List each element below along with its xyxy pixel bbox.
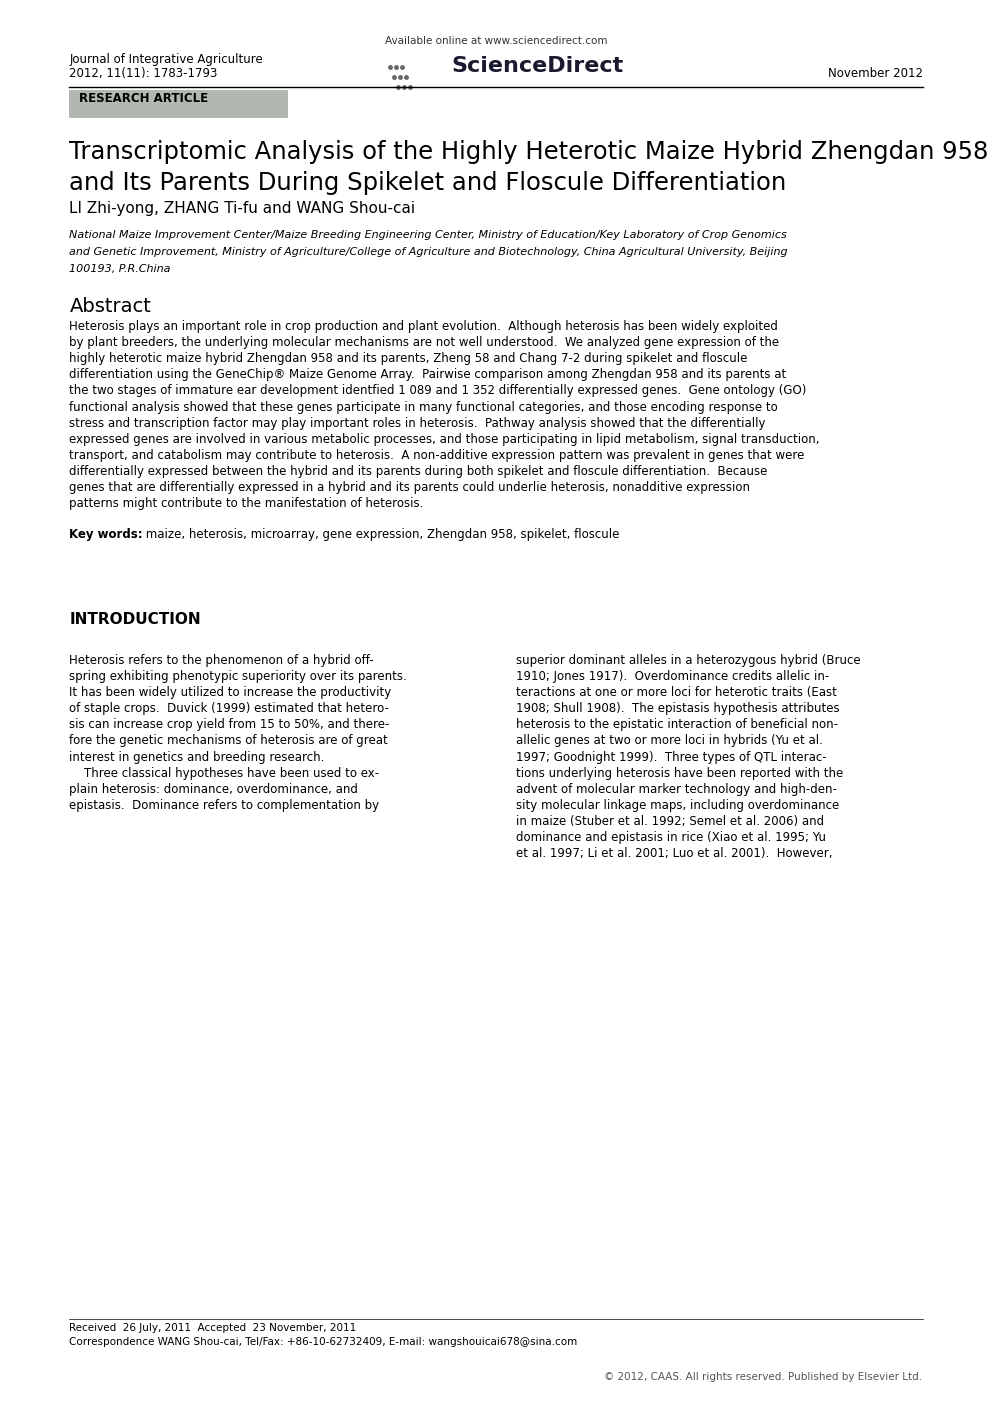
- Text: highly heterotic maize hybrid Zhengdan 958 and its parents, Zheng 58 and Chang 7: highly heterotic maize hybrid Zhengdan 9…: [69, 352, 748, 365]
- Text: patterns might contribute to the manifestation of heterosis.: patterns might contribute to the manifes…: [69, 498, 424, 511]
- Text: functional analysis showed that these genes participate in many functional categ: functional analysis showed that these ge…: [69, 400, 778, 414]
- Text: 100193, P.R.China: 100193, P.R.China: [69, 264, 171, 274]
- Text: 1908; Shull 1908).  The epistasis hypothesis attributes: 1908; Shull 1908). The epistasis hypothe…: [516, 702, 839, 716]
- Text: spring exhibiting phenotypic superiority over its parents.: spring exhibiting phenotypic superiority…: [69, 669, 407, 683]
- Text: RESEARCH ARTICLE: RESEARCH ARTICLE: [79, 91, 208, 105]
- Text: ScienceDirect: ScienceDirect: [451, 56, 624, 76]
- Text: Heterosis plays an important role in crop production and plant evolution.  Altho: Heterosis plays an important role in cro…: [69, 320, 779, 333]
- Text: tions underlying heterosis have been reported with the: tions underlying heterosis have been rep…: [516, 766, 843, 780]
- Text: Correspondence WANG Shou-cai, Tel/Fax: +86-10-62732409, E-mail: wangshouicai678@: Correspondence WANG Shou-cai, Tel/Fax: +…: [69, 1337, 577, 1347]
- Text: heterosis to the epistatic interaction of beneficial non-: heterosis to the epistatic interaction o…: [516, 718, 838, 731]
- Text: Transcriptomic Analysis of the Highly Heterotic Maize Hybrid Zhengdan 958: Transcriptomic Analysis of the Highly He…: [69, 140, 989, 164]
- Text: 2012, 11(11): 1783-1793: 2012, 11(11): 1783-1793: [69, 67, 218, 80]
- Text: transport, and catabolism may contribute to heterosis.  A non-additive expressio: transport, and catabolism may contribute…: [69, 449, 805, 462]
- Text: allelic genes at two or more loci in hybrids (Yu et al.: allelic genes at two or more loci in hyb…: [516, 734, 822, 748]
- Text: plain heterosis: dominance, overdominance, and: plain heterosis: dominance, overdominanc…: [69, 783, 358, 796]
- Text: It has been widely utilized to increase the productivity: It has been widely utilized to increase …: [69, 686, 392, 699]
- Text: Three classical hypotheses have been used to ex-: Three classical hypotheses have been use…: [69, 766, 380, 780]
- Text: and Genetic Improvement, Ministry of Agriculture/College of Agriculture and Biot: and Genetic Improvement, Ministry of Agr…: [69, 247, 788, 257]
- Text: differentiation using the GeneChip® Maize Genome Array.  Pairwise comparison amo: differentiation using the GeneChip® Maiz…: [69, 368, 787, 382]
- Text: and Its Parents During Spikelet and Floscule Differentiation: and Its Parents During Spikelet and Flos…: [69, 171, 787, 195]
- Text: Journal of Integrative Agriculture: Journal of Integrative Agriculture: [69, 53, 263, 66]
- Text: expressed genes are involved in various metabolic processes, and those participa: expressed genes are involved in various …: [69, 432, 820, 446]
- Text: Key words:: Key words:: [69, 528, 143, 540]
- Text: differentially expressed between the hybrid and its parents during both spikelet: differentially expressed between the hyb…: [69, 466, 768, 478]
- Text: maize, heterosis, microarray, gene expression, Zhengdan 958, spikelet, floscule: maize, heterosis, microarray, gene expre…: [142, 528, 619, 540]
- Text: the two stages of immature ear development identfied 1 089 and 1 352 differentia: the two stages of immature ear developme…: [69, 384, 806, 397]
- Text: advent of molecular marker technology and high-den-: advent of molecular marker technology an…: [516, 783, 836, 796]
- Text: Received  26 July, 2011  Accepted  23 November, 2011: Received 26 July, 2011 Accepted 23 Novem…: [69, 1323, 357, 1333]
- Text: genes that are differentially expressed in a hybrid and its parents could underl: genes that are differentially expressed …: [69, 481, 750, 494]
- Text: fore the genetic mechanisms of heterosis are of great: fore the genetic mechanisms of heterosis…: [69, 734, 388, 748]
- Text: superior dominant alleles in a heterozygous hybrid (Bruce: superior dominant alleles in a heterozyg…: [516, 654, 860, 666]
- Text: of staple crops.  Duvick (1999) estimated that hetero-: of staple crops. Duvick (1999) estimated…: [69, 702, 389, 716]
- Text: by plant breeders, the underlying molecular mechanisms are not well understood. : by plant breeders, the underlying molecu…: [69, 335, 780, 349]
- FancyBboxPatch shape: [69, 90, 288, 118]
- Text: Heterosis refers to the phenomenon of a hybrid off-: Heterosis refers to the phenomenon of a …: [69, 654, 374, 666]
- Text: in maize (Stuber et al. 1992; Semel et al. 2006) and: in maize (Stuber et al. 1992; Semel et a…: [516, 815, 824, 828]
- Text: dominance and epistasis in rice (Xiao et al. 1995; Yu: dominance and epistasis in rice (Xiao et…: [516, 831, 825, 845]
- Text: 1910; Jones 1917).  Overdominance credits allelic in-: 1910; Jones 1917). Overdominance credits…: [516, 669, 829, 683]
- Text: © 2012, CAAS. All rights reserved. Published by Elsevier Ltd.: © 2012, CAAS. All rights reserved. Publi…: [604, 1372, 923, 1382]
- Text: sis can increase crop yield from 15 to 50%, and there-: sis can increase crop yield from 15 to 5…: [69, 718, 390, 731]
- Text: Available online at www.sciencedirect.com: Available online at www.sciencedirect.co…: [385, 36, 607, 46]
- Text: sity molecular linkage maps, including overdominance: sity molecular linkage maps, including o…: [516, 798, 839, 812]
- Text: Abstract: Abstract: [69, 297, 152, 317]
- Text: et al. 1997; Li et al. 2001; Luo et al. 2001).  However,: et al. 1997; Li et al. 2001; Luo et al. …: [516, 847, 832, 860]
- Text: 1997; Goodnight 1999).  Three types of QTL interac-: 1997; Goodnight 1999). Three types of QT…: [516, 751, 826, 763]
- Text: epistasis.  Dominance refers to complementation by: epistasis. Dominance refers to complemen…: [69, 798, 380, 812]
- Text: INTRODUCTION: INTRODUCTION: [69, 612, 201, 627]
- Text: stress and transcription factor may play important roles in heterosis.  Pathway : stress and transcription factor may play…: [69, 417, 766, 429]
- Text: LI Zhi-yong, ZHANG Ti-fu and WANG Shou-cai: LI Zhi-yong, ZHANG Ti-fu and WANG Shou-c…: [69, 201, 416, 216]
- Text: teractions at one or more loci for heterotic traits (East: teractions at one or more loci for heter…: [516, 686, 836, 699]
- Text: National Maize Improvement Center/Maize Breeding Engineering Center, Ministry of: National Maize Improvement Center/Maize …: [69, 230, 788, 240]
- Text: interest in genetics and breeding research.: interest in genetics and breeding resear…: [69, 751, 324, 763]
- Text: November 2012: November 2012: [827, 67, 923, 80]
